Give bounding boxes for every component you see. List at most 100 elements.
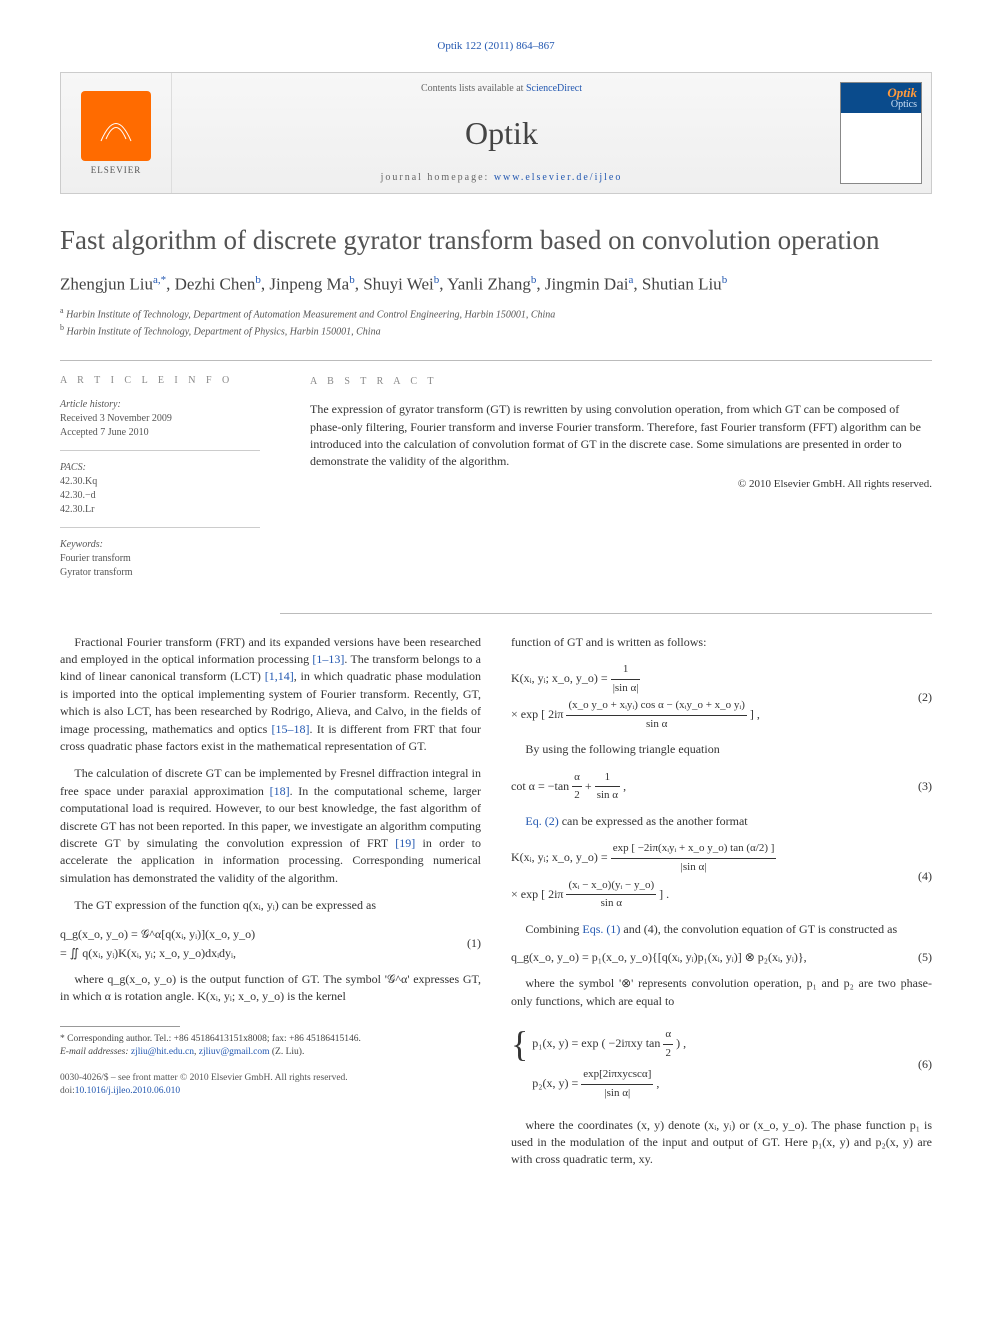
body-para: function of GT and is written as follows… [511, 634, 932, 651]
eq-part: , [656, 1076, 659, 1090]
homepage-prefix: journal homepage: [381, 172, 494, 183]
body-para: where the coordinates (x, y) denote (xᵢ,… [511, 1117, 932, 1169]
equation-body: cot α = −tan α2 + 1sin α , [511, 769, 902, 805]
homepage-line: journal homepage: www.elsevier.de/ijleo [381, 172, 623, 183]
history-block: Article history: Received 3 November 200… [60, 398, 260, 451]
contents-prefix: Contents lists available at [421, 83, 526, 94]
fraction: (xᵢ − x_o)(yᵢ − y_o)sin α [566, 877, 656, 913]
right-column: function of GT and is written as follows… [511, 634, 932, 1179]
authors-line: Zhengjun Liua,*, Dezhi Chenb, Jinpeng Ma… [60, 274, 932, 295]
body-para: By using the following triangle equation [511, 741, 932, 758]
equation-2: K(xᵢ, yᵢ; x_o, y_o) = 1|sin α| × exp [ 2… [511, 661, 932, 733]
info-heading: A R T I C L E I N F O [60, 375, 260, 386]
eq-part: K(xᵢ, yᵢ; x_o, y_o) = [511, 850, 611, 864]
equation-5: q_g(x_o, y_o) = p₁(x_o, y_o){[q(xᵢ, yᵢ)p… [511, 948, 932, 967]
fraction: 1|sin α| [611, 661, 641, 697]
corresponding-author: * Corresponding author. Tel.: +86 451864… [60, 1033, 481, 1046]
article-info: A R T I C L E I N F O Article history: R… [60, 361, 280, 614]
brace-icon: { [511, 1026, 528, 1102]
email-name: (Z. Liu). [270, 1047, 305, 1057]
header-citation: Optik 122 (2011) 864–867 [60, 40, 932, 52]
equation-body: q_g(x_o, y_o) = 𝒢^α[q(xᵢ, yᵢ)](x_o, y_o)… [60, 925, 451, 963]
publisher-block: ELSEVIER [61, 73, 172, 193]
affiliation-b: b Harbin Institute of Technology, Depart… [60, 322, 932, 339]
equation-number: (5) [902, 949, 932, 966]
publisher-name: ELSEVIER [91, 165, 142, 175]
info-abstract-row: A R T I C L E I N F O Article history: R… [60, 360, 932, 614]
body-para: Fractional Fourier transform (FRT) and i… [60, 634, 481, 756]
page: Optik 122 (2011) 864–867 ELSEVIER Conten… [0, 0, 992, 1219]
footnote-separator [60, 1026, 180, 1027]
doi-label: doi: [60, 1086, 75, 1096]
eq-part: K(xᵢ, yᵢ; x_o, y_o) = [511, 671, 611, 685]
equation-4: K(xᵢ, yᵢ; x_o, y_o) = exp [ −2iπ(xᵢyᵢ + … [511, 840, 932, 912]
keyword: Gyrator transform [60, 566, 260, 580]
email-line: E-mail addresses: zjliu@hit.edu.cn, zjli… [60, 1046, 481, 1059]
fraction: exp[2iπxycscα]|sin α| [581, 1066, 653, 1102]
equation-number: (3) [902, 778, 932, 795]
article-title: Fast algorithm of discrete gyrator trans… [60, 224, 932, 256]
equation-number: (6) [902, 1056, 932, 1073]
footer: 0030-4026/$ – see front matter © 2010 El… [60, 1072, 481, 1098]
masthead-center: Contents lists available at ScienceDirec… [172, 73, 831, 193]
equation-body: q_g(x_o, y_o) = p₁(x_o, y_o){[q(xᵢ, yᵢ)p… [511, 948, 902, 967]
eq-part: × exp [ 2iπ [511, 707, 566, 721]
left-column: Fractional Fourier transform (FRT) and i… [60, 634, 481, 1179]
body-para: The GT expression of the function q(xᵢ, … [60, 897, 481, 914]
eq-part: + [585, 779, 595, 793]
eq-part: p₁(x, y) = exp ( −2iπxy tan [532, 1036, 663, 1050]
history-label: Article history: [60, 398, 260, 412]
doi-link[interactable]: 10.1016/j.ijleo.2010.06.010 [75, 1086, 180, 1096]
elsevier-logo-icon [81, 91, 151, 161]
email-label: E-mail addresses: [60, 1047, 131, 1057]
accepted-line: Accepted 7 June 2010 [60, 426, 260, 440]
doi-line: doi:10.1016/j.ijleo.2010.06.010 [60, 1085, 481, 1098]
abstract-heading: A B S T R A C T [310, 375, 932, 390]
fraction: α2 [572, 769, 582, 805]
brace-content: p₁(x, y) = exp ( −2iπxy tan α2 ) , p₂(x,… [532, 1026, 686, 1102]
equation-number: (4) [902, 868, 932, 885]
equation-1: q_g(x_o, y_o) = 𝒢^α[q(xᵢ, yᵢ)](x_o, y_o)… [60, 925, 481, 963]
received-line: Received 3 November 2009 [60, 412, 260, 426]
eq-part: × exp [ 2iπ [511, 886, 566, 900]
eq-part: ] , [750, 707, 760, 721]
equation-3: cot α = −tan α2 + 1sin α , (3) [511, 769, 932, 805]
equation-body: { p₁(x, y) = exp ( −2iπxy tan α2 ) , p₂(… [511, 1020, 902, 1108]
pacs-code: 42.30.Kq [60, 475, 260, 489]
affiliation-a: a Harbin Institute of Technology, Depart… [60, 305, 932, 322]
eq-part: , [623, 779, 626, 793]
body-para: The calculation of discrete GT can be im… [60, 765, 481, 887]
eq-part: p₂(x, y) = [532, 1076, 581, 1090]
pacs-code: 42.30.−d [60, 489, 260, 503]
front-matter-line: 0030-4026/$ – see front matter © 2010 El… [60, 1072, 481, 1085]
pacs-block: PACS: 42.30.Kq 42.30.−d 42.30.Lr [60, 461, 260, 528]
pacs-label: PACS: [60, 461, 260, 475]
affiliations: a Harbin Institute of Technology, Depart… [60, 305, 932, 340]
keyword: Fourier transform [60, 552, 260, 566]
masthead: ELSEVIER Contents lists available at Sci… [60, 72, 932, 194]
cover-block [831, 73, 931, 193]
equation-body: K(xᵢ, yᵢ; x_o, y_o) = exp [ −2iπ(xᵢyᵢ + … [511, 840, 902, 912]
abstract: A B S T R A C T The expression of gyrato… [280, 361, 932, 614]
homepage-link[interactable]: www.elsevier.de/ijleo [494, 172, 623, 183]
eq-part: cot α = −tan [511, 779, 572, 793]
eq-line: q_g(x_o, y_o) = 𝒢^α[q(xᵢ, yᵢ)](x_o, y_o) [60, 925, 451, 944]
fraction: 1sin α [595, 769, 620, 805]
eq-part: ) , [676, 1036, 686, 1050]
fraction: exp [ −2iπ(xᵢyᵢ + x_o y_o) tan (α/2) ]|s… [611, 840, 777, 876]
equation-number: (2) [902, 689, 932, 706]
abstract-text: The expression of gyrator transform (GT)… [310, 401, 932, 471]
keywords-block: Keywords: Fourier transform Gyrator tran… [60, 538, 260, 590]
contents-line: Contents lists available at ScienceDirec… [421, 83, 582, 94]
fraction: α2 [663, 1026, 673, 1062]
equation-body: K(xᵢ, yᵢ; x_o, y_o) = 1|sin α| × exp [ 2… [511, 661, 902, 733]
pacs-code: 42.30.Lr [60, 503, 260, 517]
body-para: where q_g(x_o, y_o) is the output functi… [60, 971, 481, 1006]
email-link[interactable]: zjliu@hit.edu.cn [131, 1047, 194, 1057]
journal-name: Optik [465, 115, 538, 152]
sciencedirect-link[interactable]: ScienceDirect [526, 83, 582, 94]
fraction: (x_o y_o + xᵢyᵢ) cos α − (xᵢy_o + x_o yᵢ… [566, 697, 746, 733]
keywords-label: Keywords: [60, 538, 260, 552]
eq-line: = ∬ q(xᵢ, yᵢ)K(xᵢ, yᵢ; x_o, y_o)dxᵢdyᵢ, [60, 944, 451, 963]
email-link[interactable]: zjliuv@gmail.com [199, 1047, 270, 1057]
